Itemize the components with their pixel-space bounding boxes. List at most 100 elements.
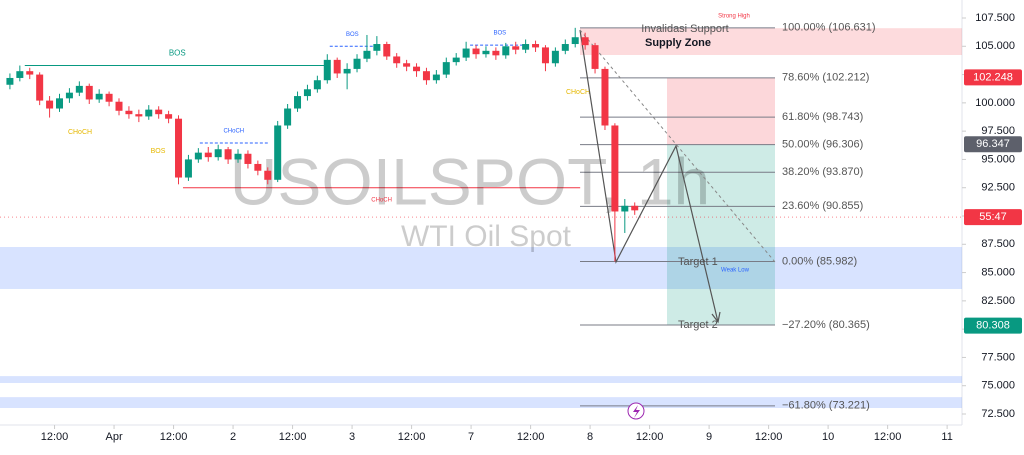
candle-body xyxy=(422,71,430,81)
candle-body xyxy=(175,118,183,178)
candle-body xyxy=(323,59,331,81)
structure-label: CHoCH xyxy=(371,197,392,203)
projection-arrowhead xyxy=(711,311,721,324)
target-label: Target 2 xyxy=(678,319,718,331)
y-tick-label: 97.500 xyxy=(981,125,1015,137)
candle-body xyxy=(492,50,500,56)
fib-label: 50.00% (96.306) xyxy=(782,139,863,151)
x-tick-label: 7 xyxy=(468,431,474,443)
x-tick-label: 12:00 xyxy=(517,431,545,443)
candle-body xyxy=(541,47,549,64)
profit-zone xyxy=(667,144,775,326)
y-tick-label: 100.000 xyxy=(975,97,1015,109)
candle-body xyxy=(75,85,83,93)
candle-body xyxy=(482,50,490,55)
candle-body xyxy=(601,68,609,126)
candle-body xyxy=(234,153,242,160)
candle-body xyxy=(373,44,381,51)
candle-body xyxy=(403,63,411,67)
candle-body xyxy=(472,48,480,55)
projection-path xyxy=(579,29,719,323)
fib-label: −61.80% (73.221) xyxy=(782,400,870,412)
stop-zone xyxy=(667,77,775,145)
price-tag xyxy=(964,317,1022,334)
y-tick-label: 107.500 xyxy=(975,12,1015,24)
candle-body xyxy=(16,71,24,78)
candle-body xyxy=(274,125,282,180)
candle-body xyxy=(462,48,470,58)
candle-body xyxy=(115,101,123,111)
candle-body xyxy=(254,163,262,171)
event-icon-bolt xyxy=(633,405,640,418)
x-tick-label: 12:00 xyxy=(398,431,426,443)
y-tick-label: 75.000 xyxy=(981,380,1015,392)
price-tag xyxy=(964,136,1022,153)
x-tick-label: 11 xyxy=(941,431,952,443)
candle-body xyxy=(631,205,639,211)
structure-label: BOS xyxy=(346,32,359,38)
structure-label: BOS xyxy=(169,49,186,58)
fib-trend-line xyxy=(579,29,776,263)
x-tick-label: 12:00 xyxy=(279,431,307,443)
structure-label: CHoCH xyxy=(223,129,244,135)
candle-body xyxy=(264,170,272,180)
candle-body xyxy=(452,57,460,63)
candle-body xyxy=(155,109,163,115)
candle-body xyxy=(581,37,589,46)
candle-body xyxy=(294,96,302,109)
y-tick-label: 95.000 xyxy=(981,153,1015,165)
swing-label: CHoCH xyxy=(566,89,590,96)
swing-label: CHoCH xyxy=(68,129,92,136)
candle-body xyxy=(611,125,619,212)
candle-body xyxy=(224,149,232,160)
candle-body xyxy=(413,66,421,72)
candle-body xyxy=(56,98,64,109)
x-tick-label: 2 xyxy=(230,431,236,443)
candle-body xyxy=(353,58,361,69)
candle-body xyxy=(284,108,292,126)
candle-body xyxy=(65,92,73,99)
demand-zone xyxy=(0,376,962,383)
candle-body xyxy=(46,100,54,109)
candle-body xyxy=(244,153,252,164)
candle-body xyxy=(512,46,520,50)
candle-body xyxy=(363,50,371,59)
candle-body xyxy=(551,50,559,64)
watermark-name: WTI Oil Spot xyxy=(401,220,572,253)
x-tick-label: 8 xyxy=(587,431,593,443)
fib-label: 0.00% (85.982) xyxy=(782,255,857,267)
x-tick-label: 12:00 xyxy=(636,431,664,443)
x-tick-label: Apr xyxy=(105,431,122,443)
price-tag-label: 102.248 xyxy=(973,71,1013,83)
x-tick-label: 9 xyxy=(706,431,712,443)
structure-label: BOS xyxy=(494,31,507,37)
background-layer xyxy=(0,0,963,426)
candle-body xyxy=(105,93,113,102)
watermark-symbol: USOILSPOT, 1h xyxy=(230,144,711,218)
candle-body xyxy=(621,205,629,212)
candle-body xyxy=(204,152,212,158)
candle-body xyxy=(95,93,103,100)
y-tick-label: 92.500 xyxy=(981,182,1015,194)
y-tick-label: 105.000 xyxy=(975,40,1015,52)
price-tag-label: 55:47 xyxy=(979,211,1007,223)
demand-zone xyxy=(0,397,962,409)
y-tick-label: 77.500 xyxy=(981,351,1015,363)
y-tick-label: 82.500 xyxy=(981,295,1015,307)
swing-label: BOS xyxy=(151,148,166,155)
x-tick-label: 12:00 xyxy=(160,431,188,443)
candle-body xyxy=(194,152,202,160)
candle-body xyxy=(165,114,173,119)
candle-body xyxy=(125,110,133,115)
price-tag xyxy=(964,69,1022,86)
candle-body xyxy=(333,59,341,74)
fib-label: 38.20% (93.870) xyxy=(782,166,863,178)
candle-body xyxy=(303,89,311,97)
y-tick-label: 85.000 xyxy=(981,266,1015,278)
supply-zone xyxy=(580,28,962,55)
candle-body xyxy=(145,109,153,117)
candle-body xyxy=(36,74,44,101)
candle-body xyxy=(85,85,93,100)
y-tick-label: 87.500 xyxy=(981,238,1015,250)
supply-zone-label: Supply Zone xyxy=(645,37,711,49)
